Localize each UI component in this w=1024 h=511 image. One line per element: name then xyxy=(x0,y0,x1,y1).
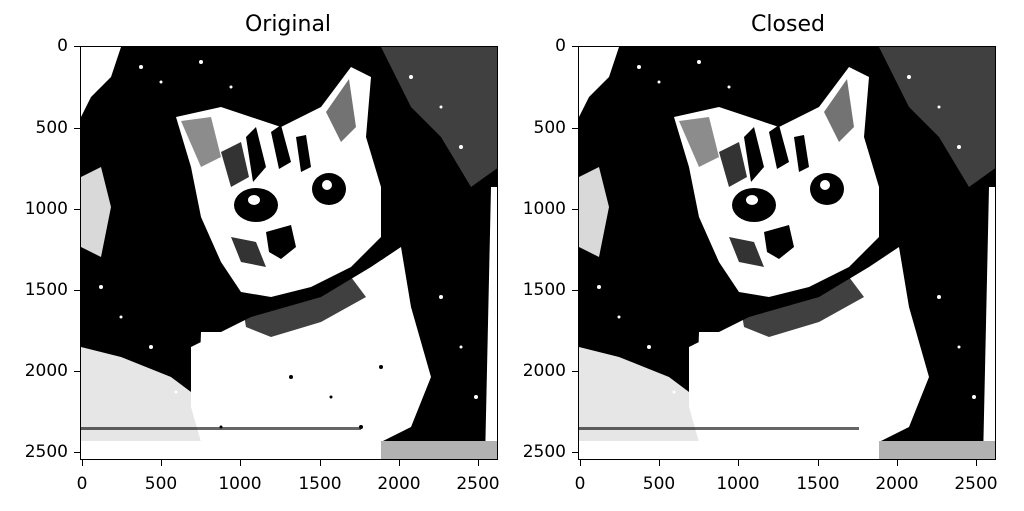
x-tick-label: 500 xyxy=(144,474,178,494)
x-tick-mark xyxy=(738,460,739,466)
x-tick-mark xyxy=(580,460,581,466)
y-tick-mark xyxy=(572,46,578,47)
x-tick-label: 1500 xyxy=(796,474,840,494)
y-tick-mark xyxy=(74,46,80,47)
x-tick-label: 1000 xyxy=(218,474,262,494)
y-tick-mark xyxy=(572,452,578,453)
binarized-kitten-image-closed xyxy=(579,47,995,459)
x-tick-mark xyxy=(240,460,241,466)
x-tick-mark xyxy=(976,460,977,466)
y-tick-mark xyxy=(74,128,80,129)
x-tick-mark xyxy=(897,460,898,466)
x-tick-mark xyxy=(659,460,660,466)
y-tick-mark xyxy=(74,290,80,291)
y-tick-mark xyxy=(572,128,578,129)
y-tick-label: 500 xyxy=(533,118,566,138)
x-tick-label: 500 xyxy=(642,474,676,494)
y-tick-label: 2000 xyxy=(24,361,68,381)
x-tick-label: 1000 xyxy=(716,474,760,494)
x-tick-mark xyxy=(399,460,400,466)
y-tick-label: 1000 xyxy=(522,199,566,219)
y-tick-mark xyxy=(572,209,578,210)
y-tick-label: 1000 xyxy=(24,199,68,219)
x-tick-label: 1500 xyxy=(298,474,342,494)
y-tick-mark xyxy=(74,452,80,453)
y-tick-label: 0 xyxy=(555,36,566,56)
y-tick-label: 2500 xyxy=(522,442,566,462)
panel-original: Original xyxy=(24,12,500,494)
image-axes-closed xyxy=(578,46,996,460)
x-tick-mark xyxy=(320,460,321,466)
x-tick-label: 2000 xyxy=(875,474,919,494)
y-tick-label: 2000 xyxy=(522,361,566,381)
y-tick-label: 500 xyxy=(35,118,68,138)
panel-closed: Closed xyxy=(498,0,1024,511)
x-tick-label: 0 xyxy=(574,474,586,494)
x-tick-mark xyxy=(82,460,83,466)
image-axes-original xyxy=(80,46,498,460)
panel-title-original: Original xyxy=(244,12,332,37)
y-tick-label: 1500 xyxy=(24,280,68,300)
x-tick-label: 2500 xyxy=(456,474,500,494)
y-tick-mark xyxy=(572,371,578,372)
x-tick-label: 2500 xyxy=(954,474,998,494)
y-tick-label: 0 xyxy=(57,36,68,56)
y-tick-mark xyxy=(74,209,80,210)
y-tick-mark xyxy=(74,371,80,372)
x-tick-label: 0 xyxy=(76,474,88,494)
x-tick-mark xyxy=(161,460,162,466)
y-tick-label: 1500 xyxy=(522,280,566,300)
panel-title-closed: Closed xyxy=(751,12,825,37)
x-tick-mark xyxy=(818,460,819,466)
x-tick-mark xyxy=(478,460,479,466)
binarized-kitten-image-original xyxy=(81,47,497,459)
y-tick-mark xyxy=(572,290,578,291)
y-tick-label: 2500 xyxy=(24,442,68,462)
x-tick-label: 2000 xyxy=(377,474,421,494)
